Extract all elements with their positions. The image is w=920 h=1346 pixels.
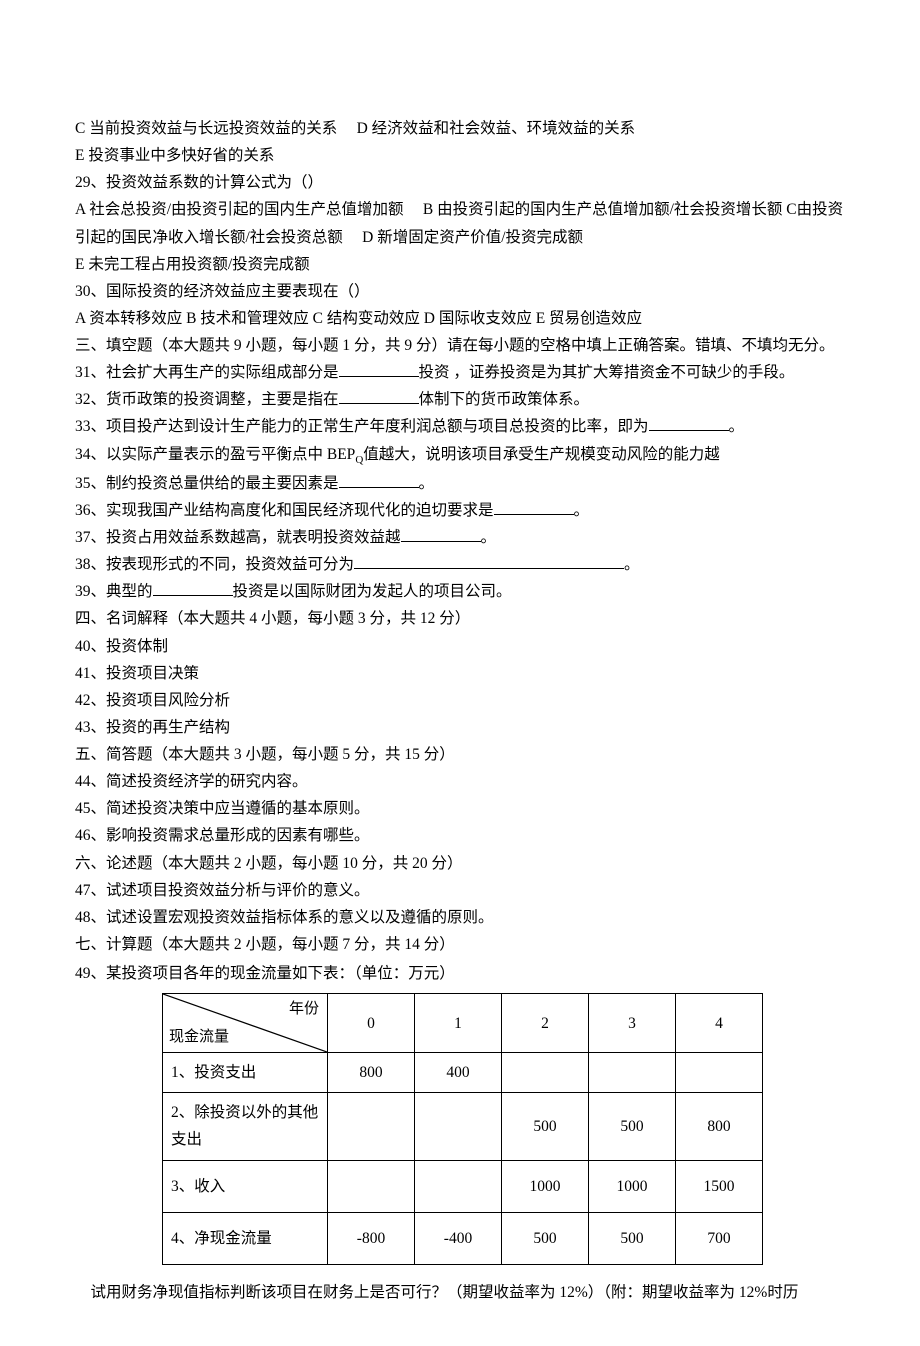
header-year-label: 年份 (289, 996, 319, 1022)
q33-text-a: 33、项目投产达到设计生产能力的正常生产年度利润总额与项目总投资的比率，即为 (75, 418, 649, 435)
table-header-row: 年份 现金流量 0 1 2 3 4 (163, 994, 763, 1053)
q33-text-b: 。 (729, 418, 745, 435)
q48: 48、试述设置宏观投资效益指标体系的意义以及遵循的原则。 (75, 904, 845, 931)
cell (676, 1053, 763, 1093)
cell: 800 (328, 1053, 415, 1093)
q34-text-b: 值越大，说明该项目承受生产规模变动风险的能力越 (363, 446, 720, 463)
cell: 1000 (589, 1160, 676, 1212)
cell (502, 1053, 589, 1093)
cell: 500 (589, 1212, 676, 1264)
q32-text-b: 体制下的货币政策体系。 (419, 391, 590, 408)
year-col-1: 1 (415, 994, 502, 1053)
q34: 34、以实际产量表示的盈亏平衡点中 BEPQ值越大，说明该项目承受生产规模变动风… (75, 441, 845, 470)
q31-text-b: 投资 ，证券投资是为其扩大筹措资金不可缺少的手段。 (419, 364, 795, 381)
q35-text-b: 。 (419, 475, 435, 492)
cell: -400 (415, 1212, 502, 1264)
table-row: 2、除投资以外的其他支出 500 500 800 (163, 1093, 763, 1160)
q29-option-e: E 未完工程占用投资额/投资完成额 (75, 251, 845, 278)
q36-text-b: 。 (574, 502, 590, 519)
fill-blank (354, 553, 624, 570)
cashflow-table: 年份 现金流量 0 1 2 3 4 1、投资支出 800 400 2、除投资以外… (162, 993, 763, 1265)
q41: 41、投资项目决策 (75, 660, 845, 687)
cell: 800 (676, 1093, 763, 1160)
q28-option-e: E 投资事业中多快好省的关系 (75, 142, 845, 169)
fill-blank (401, 526, 481, 543)
q45: 45、简述投资决策中应当遵循的基本原则。 (75, 795, 845, 822)
cell (328, 1160, 415, 1212)
q47: 47、试述项目投资效益分析与评价的意义。 (75, 877, 845, 904)
q31-text-a: 31、社会扩大再生产的实际组成部分是 (75, 364, 339, 381)
table-row: 4、净现金流量 -800 -400 500 500 700 (163, 1212, 763, 1264)
q33: 33、项目投产达到设计生产能力的正常生产年度利润总额与项目总投资的比率，即为 。 (75, 413, 845, 440)
fill-blank (339, 361, 419, 378)
fill-blank (339, 471, 419, 488)
cell: 1500 (676, 1160, 763, 1212)
q30-stem: 30、国际投资的经济效益应主要表现在（） (75, 278, 845, 305)
q38-text-a: 38、按表现形式的不同，投资效益可分为 (75, 556, 354, 573)
q46: 46、影响投资需求总量形成的因素有哪些。 (75, 822, 845, 849)
table-row: 3、收入 1000 1000 1500 (163, 1160, 763, 1212)
row-label: 2、除投资以外的其他支出 (163, 1093, 328, 1160)
row-label: 1、投资支出 (163, 1053, 328, 1093)
q39-text-a: 39、典型的 (75, 583, 153, 600)
cell (589, 1053, 676, 1093)
fill-blank (649, 415, 729, 432)
fill-blank (494, 498, 574, 515)
q37-text-a: 37、投资占用效益系数越高，就表明投资效益越 (75, 529, 401, 546)
section-5-heading: 五、简答题（本大题共 3 小题，每小题 5 分，共 15 分） (75, 741, 845, 768)
fill-blank (339, 388, 419, 405)
cell: 500 (589, 1093, 676, 1160)
q40: 40、投资体制 (75, 633, 845, 660)
q37: 37、投资占用效益系数越高，就表明投资效益越 。 (75, 524, 845, 551)
cell: 400 (415, 1053, 502, 1093)
q34-text-a: 34、以实际产量表示的盈亏平衡点中 BEP (75, 446, 355, 463)
year-col-4: 4 (676, 994, 763, 1053)
header-cashflow-label: 现金流量 (169, 1024, 229, 1050)
q28-option-cd: C 当前投资效益与长远投资效益的关系 D 经济效益和社会效益、环境效益的关系 (75, 115, 845, 142)
year-col-0: 0 (328, 994, 415, 1053)
cell: 1000 (502, 1160, 589, 1212)
q35: 35、制约投资总量供给的最主要因素是 。 (75, 470, 845, 497)
cell (328, 1093, 415, 1160)
section-3-heading: 三、填空题（本大题共 9 小题，每小题 1 分，共 9 分）请在每小题的空格中填… (75, 332, 845, 359)
q30-options: A 资本转移效应 B 技术和管理效应 C 结构变动效应 D 国际收支效应 E 贸… (75, 305, 845, 332)
year-col-2: 2 (502, 994, 589, 1053)
cell (415, 1093, 502, 1160)
q36-text-a: 36、实现我国产业结构高度化和国民经济现代化的迫切要求是 (75, 502, 494, 519)
q39: 39、典型的 投资是以国际财团为发起人的项目公司。 (75, 578, 845, 605)
cell (415, 1160, 502, 1212)
exam-page: C 当前投资效益与长远投资效益的关系 D 经济效益和社会效益、环境效益的关系 E… (0, 0, 920, 1346)
q49-stem: 49、某投资项目各年的现金流量如下表：（单位：万元） (75, 960, 845, 987)
q29-stem: 29、投资效益系数的计算公式为（） (75, 169, 845, 196)
cell: 500 (502, 1093, 589, 1160)
section-4-heading: 四、名词解释（本大题共 4 小题，每小题 3 分，共 12 分） (75, 605, 845, 632)
q37-text-b: 。 (481, 529, 497, 546)
q31: 31、社会扩大再生产的实际组成部分是 投资 ，证券投资是为其扩大筹措资金不可缺少的… (75, 359, 845, 386)
fill-blank (153, 580, 233, 597)
diagonal-header-cell: 年份 现金流量 (163, 994, 328, 1053)
q38-text-b: 。 (624, 556, 640, 573)
row-label: 3、收入 (163, 1160, 328, 1212)
q42: 42、投资项目风险分析 (75, 687, 845, 714)
q38: 38、按表现形式的不同，投资效益可分为 。 (75, 551, 845, 578)
q29-options-abcd: A 社会总投资/由投资引起的国内生产总值增加额 B 由投资引起的国内生产总值增加… (75, 196, 845, 250)
q32: 32、货币政策的投资调整，主要是指在 体制下的货币政策体系。 (75, 386, 845, 413)
year-col-3: 3 (589, 994, 676, 1053)
q32-text-a: 32、货币政策的投资调整，主要是指在 (75, 391, 339, 408)
cell: 700 (676, 1212, 763, 1264)
q43: 43、投资的再生产结构 (75, 714, 845, 741)
row-label: 4、净现金流量 (163, 1212, 328, 1264)
section-6-heading: 六、论述题（本大题共 2 小题，每小题 10 分，共 20 分） (75, 850, 845, 877)
table-row: 1、投资支出 800 400 (163, 1053, 763, 1093)
q35-text-a: 35、制约投资总量供给的最主要因素是 (75, 475, 339, 492)
cell: 500 (502, 1212, 589, 1264)
section-7-heading: 七、计算题（本大题共 2 小题，每小题 7 分，共 14 分） (75, 931, 845, 958)
cell: -800 (328, 1212, 415, 1264)
q39-text-b: 投资是以国际财团为发起人的项目公司。 (233, 583, 512, 600)
q44: 44、简述投资经济学的研究内容。 (75, 768, 845, 795)
q36: 36、实现我国产业结构高度化和国民经济现代化的迫切要求是 。 (75, 497, 845, 524)
